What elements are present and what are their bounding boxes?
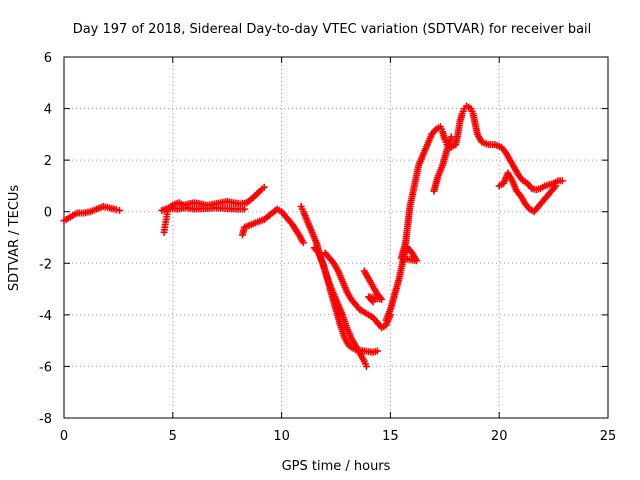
x-tick-label: 15: [382, 429, 399, 444]
y-tick-label: -8: [39, 412, 52, 427]
data-point: [362, 362, 370, 370]
x-tick-label: 0: [60, 429, 68, 444]
y-axis: -8 -6 -4 -2 0 2 4 6: [39, 51, 608, 427]
y-tick-label: 4: [44, 103, 52, 118]
data-point: [369, 298, 377, 306]
data-point: [373, 347, 381, 355]
x-tick-label: 5: [169, 429, 177, 444]
x-tick-label: 10: [273, 429, 290, 444]
data-point: [558, 177, 566, 185]
y-tick-label: 6: [44, 51, 52, 66]
chart-title: Day 197 of 2018, Sidereal Day-to-day VTE…: [73, 22, 592, 37]
x-tick-label: 25: [600, 429, 617, 444]
y-tick-label: -6: [39, 360, 52, 375]
data-point: [115, 206, 123, 214]
data-point: [552, 182, 560, 190]
grid: [64, 57, 608, 418]
x-tick-label: 20: [491, 429, 508, 444]
x-axis-label: GPS time / hours: [282, 459, 391, 474]
x-axis: 0 5 10 15 20 25: [60, 57, 616, 444]
data-point: [299, 239, 307, 247]
data-point: [447, 133, 455, 141]
data-point: [241, 205, 249, 213]
y-tick-label: -2: [39, 257, 52, 272]
y-tick-label: 0: [44, 206, 52, 221]
data-points: [60, 102, 566, 370]
data-point: [260, 183, 268, 191]
y-axis-label: SDTVAR / TECUs: [7, 185, 22, 292]
y-tick-label: -4: [39, 309, 52, 324]
plot-frame: [63, 56, 609, 419]
y-tick-label: 2: [44, 154, 52, 169]
